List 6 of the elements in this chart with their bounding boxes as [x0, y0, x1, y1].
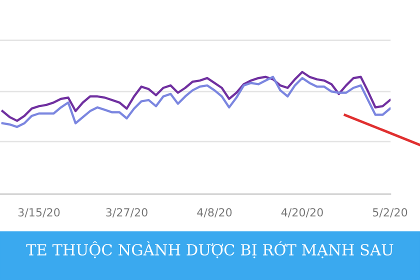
- text: TE THUỘC NGÀNH DƯỢC BỊ RỚT MẠNH SAU: [26, 241, 394, 258]
- x-tick-label: 4/8/20: [197, 208, 232, 218]
- x-tick-label: 3/27/20: [106, 208, 148, 218]
- x-tick-label: 5/2/20: [372, 208, 408, 218]
- x-tick-label: 4/20/20: [281, 208, 323, 218]
- x-tick-label: 3/15/20: [18, 208, 60, 218]
